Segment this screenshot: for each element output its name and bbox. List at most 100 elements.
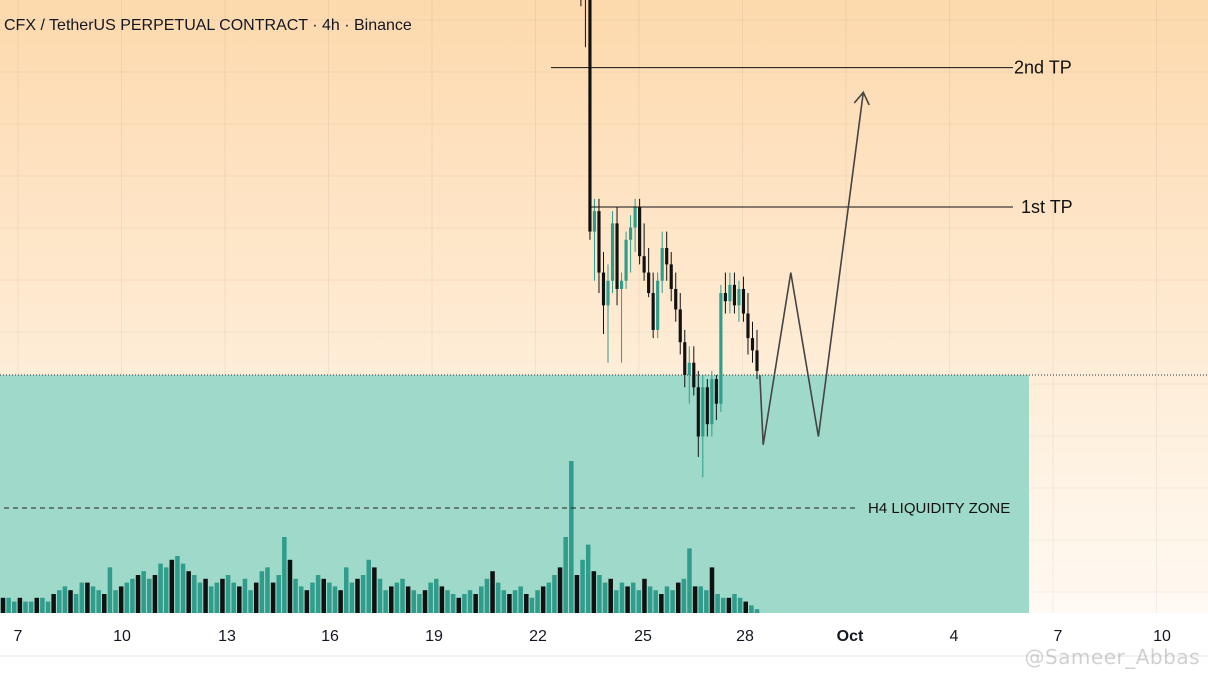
volume-bar — [231, 582, 236, 613]
volume-bar — [659, 594, 664, 613]
volume-bar — [85, 582, 90, 613]
volume-bar — [642, 578, 647, 613]
candle — [651, 272, 655, 339]
candle-body — [687, 362, 691, 375]
volume-bar — [754, 609, 760, 613]
volume-bar — [585, 544, 591, 613]
candle-body — [597, 211, 601, 273]
volume-bars — [0, 461, 760, 613]
zone-label: H4 LIQUIDITY ZONE — [868, 500, 1010, 517]
candle — [750, 321, 755, 363]
volume-bar — [332, 586, 338, 613]
volume-bar — [529, 597, 535, 613]
candle-body — [619, 280, 624, 289]
candle-body — [669, 264, 673, 289]
candle-body — [615, 223, 619, 289]
candle — [737, 280, 741, 322]
candle — [678, 293, 682, 355]
candle-body — [660, 247, 664, 281]
volume-bar — [28, 601, 34, 613]
volume-bar — [175, 556, 180, 613]
volume-bar — [445, 590, 450, 613]
candle — [592, 198, 597, 281]
volume-bar — [45, 601, 51, 613]
volume-bar — [737, 597, 743, 613]
volume-bar — [124, 582, 130, 613]
candle-body — [656, 280, 660, 330]
candle-body — [624, 239, 628, 281]
volume-bar — [343, 567, 349, 613]
candle-body — [606, 280, 610, 306]
volume-bar — [591, 571, 597, 613]
candle — [629, 215, 633, 273]
volume-bar — [608, 578, 613, 613]
candle-body — [728, 284, 732, 302]
volume-bar — [490, 571, 495, 613]
candle — [606, 264, 610, 363]
volume-bar — [546, 582, 552, 613]
x-tick-label: 16 — [321, 628, 339, 645]
x-axis: 7 10 13 16 19 22 25 28 Oct 4 7 10 — [14, 628, 1171, 645]
volume-bar — [214, 582, 220, 613]
candle — [732, 272, 737, 314]
volume-bar — [34, 597, 40, 613]
volume-bar — [462, 594, 467, 613]
volume-bar — [12, 601, 17, 613]
volume-bar — [169, 559, 175, 613]
candle — [692, 346, 696, 396]
x-tick-label: 10 — [1153, 628, 1171, 645]
candle-body — [665, 247, 669, 265]
candle-body — [723, 293, 727, 302]
volume-bar — [321, 578, 326, 613]
volume-bar — [732, 594, 737, 613]
candle-body — [710, 379, 714, 425]
volume-bar — [349, 582, 355, 613]
volume-bar — [265, 567, 270, 613]
candle-body — [633, 207, 637, 228]
candle — [588, 0, 592, 240]
volume-bar — [102, 594, 107, 613]
volume-bar — [158, 563, 163, 613]
volume-bar — [0, 597, 6, 613]
candle — [601, 252, 606, 335]
volume-bar — [282, 537, 287, 613]
x-tick-label: 28 — [736, 628, 754, 645]
candle-body — [592, 211, 597, 232]
volume-bar — [327, 582, 332, 613]
volume-bar — [563, 537, 568, 613]
candle — [633, 198, 637, 253]
x-tick-label: 13 — [218, 628, 236, 645]
volume-bar — [535, 590, 540, 613]
volume-bar — [467, 590, 473, 613]
volume-bar — [208, 586, 214, 613]
volume-bar — [180, 563, 186, 613]
volume-bar — [704, 590, 709, 613]
volume-bar — [90, 586, 96, 613]
volume-bar — [40, 597, 45, 613]
volume-bar — [6, 597, 11, 613]
candle-body — [601, 272, 606, 306]
axis-area — [0, 613, 1208, 655]
x-tick-label: 7 — [14, 628, 23, 645]
volume-bar — [400, 578, 405, 613]
volume-bar — [147, 578, 152, 613]
volume-bar — [372, 567, 377, 613]
candle-body — [746, 313, 750, 339]
volume-bar — [253, 582, 259, 613]
volume-bar — [96, 590, 101, 613]
volume-bar — [293, 578, 298, 613]
volume-bar — [79, 582, 85, 613]
candle — [710, 370, 714, 437]
volume-bar — [57, 590, 62, 613]
candle — [660, 231, 664, 294]
candle — [674, 272, 678, 322]
volume-bar — [259, 571, 265, 613]
x-tick-label: 19 — [425, 628, 443, 645]
volume-bar — [518, 586, 523, 613]
candle — [683, 329, 687, 388]
x-tick-label: Oct — [837, 628, 864, 645]
candle — [642, 223, 646, 281]
volume-bar — [197, 582, 203, 613]
candle-body — [696, 387, 700, 437]
